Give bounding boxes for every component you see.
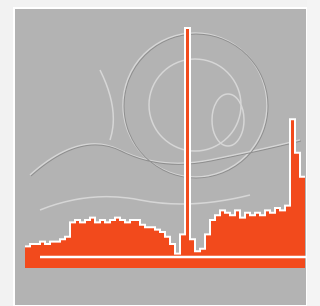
bar xyxy=(220,210,225,268)
bar xyxy=(25,246,30,268)
bar xyxy=(260,215,265,268)
bar xyxy=(225,213,230,268)
bar xyxy=(90,218,95,268)
bar xyxy=(275,208,280,268)
bar xyxy=(240,218,245,268)
bar xyxy=(80,222,85,268)
bar xyxy=(40,242,45,268)
bar xyxy=(150,227,155,268)
bar xyxy=(195,251,200,268)
bar xyxy=(120,220,125,268)
bar xyxy=(30,244,35,268)
bar xyxy=(235,210,240,268)
bar xyxy=(250,215,255,268)
bar xyxy=(215,215,220,268)
bar xyxy=(300,177,305,268)
bar xyxy=(55,242,60,268)
bar xyxy=(65,237,70,268)
bar xyxy=(285,206,290,268)
bar xyxy=(155,230,160,268)
bar xyxy=(35,244,40,268)
bar xyxy=(125,222,130,268)
bar xyxy=(270,213,275,268)
bar xyxy=(85,220,90,268)
bar xyxy=(230,215,235,268)
bar xyxy=(60,239,65,268)
bar xyxy=(130,220,135,268)
bar xyxy=(105,222,110,268)
bar xyxy=(145,227,150,268)
bar xyxy=(245,213,250,268)
bar xyxy=(100,220,105,268)
bar xyxy=(265,210,270,268)
bar xyxy=(95,222,100,268)
bar xyxy=(115,218,120,268)
bar xyxy=(140,225,145,268)
bar xyxy=(110,220,115,268)
bar xyxy=(75,220,80,268)
bar xyxy=(50,242,55,268)
screen xyxy=(0,0,307,306)
bar xyxy=(135,220,140,268)
bar xyxy=(280,210,285,268)
bar xyxy=(255,213,260,268)
